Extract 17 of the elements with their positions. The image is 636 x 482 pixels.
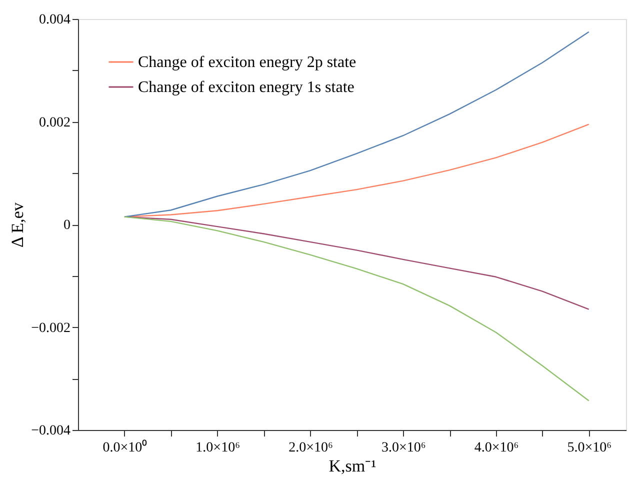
y-tick-label: 0: [64, 218, 70, 233]
x-tick-label: 5.0×10⁶: [567, 440, 612, 456]
y-tick-label: 0.002: [39, 115, 70, 130]
x-tick-label: 2.0×10⁶: [288, 440, 333, 456]
x-tick-label: 1.0×10⁶: [196, 440, 240, 456]
line-series: [124, 216, 590, 402]
y-axis-title: Δ E,ev: [8, 202, 28, 248]
x-axis-title: K,sm⁻¹: [328, 456, 376, 476]
legend-label: Change of exciton enegry 1s state: [138, 79, 354, 96]
y-tick-label: −0.002: [31, 320, 70, 336]
x-tick-label: 3.0×10⁶: [381, 440, 426, 456]
x-tick-label: 4.0×10⁶: [474, 440, 519, 456]
legend-label: Change of exciton enegry 2p state: [138, 54, 356, 71]
x-tick-label: 0.0×10⁰: [102, 440, 148, 456]
line-series: [124, 31, 590, 218]
y-tick-label: 0.004: [39, 12, 70, 28]
y-tick-label: −0.004: [31, 424, 70, 438]
